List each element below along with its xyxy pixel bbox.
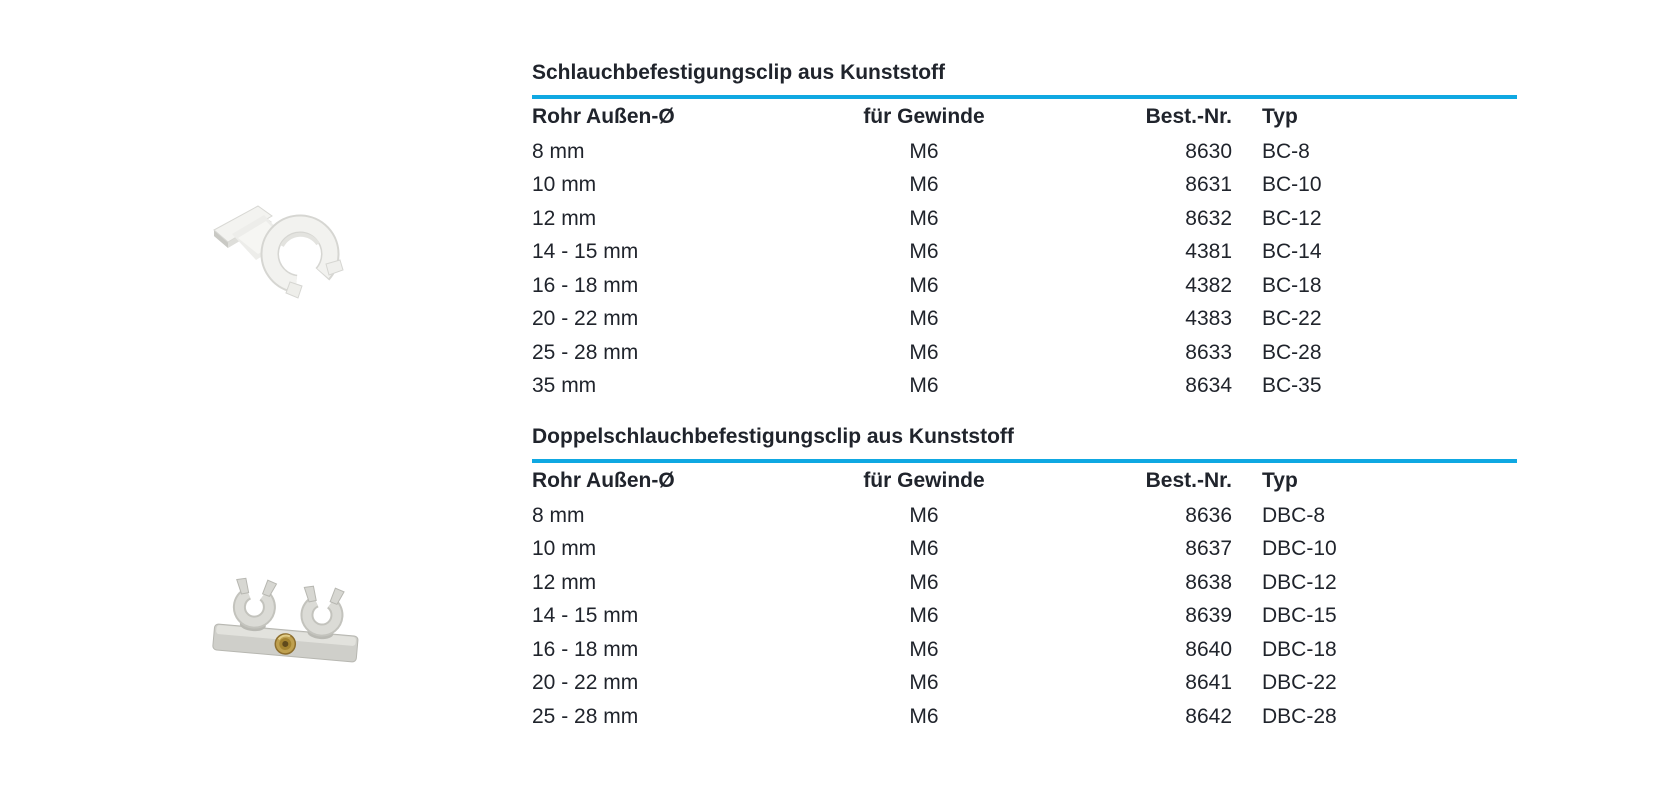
section-title: Doppelschlauchbefestigungsclip aus Kunst…	[532, 424, 1517, 463]
cell-type: BC-10	[1262, 173, 1322, 197]
column-header-outer-diameter: Rohr Außen-Ø	[532, 105, 675, 128]
cell-order-number: 4382	[1185, 273, 1232, 297]
column-header-outer-diameter: Rohr Außen-Ø	[532, 469, 675, 492]
cell-thread: M6	[909, 374, 939, 398]
cell-order-number: 8640	[1185, 637, 1232, 661]
cell-order-number: 8631	[1185, 173, 1232, 197]
cell-outer-diameter: 10 mm	[532, 173, 597, 197]
cell-type: DBC-22	[1262, 671, 1337, 695]
cell-type: DBC-18	[1262, 637, 1337, 661]
cell-outer-diameter: 12 mm	[532, 206, 597, 230]
cell-order-number: 8632	[1185, 206, 1232, 230]
cell-order-number: 8630	[1185, 139, 1232, 163]
cell-order-number: 8639	[1185, 604, 1232, 628]
table-row: 10 mm M6 8631 BC-10	[532, 169, 1517, 203]
table-row: 14 - 15 mm M6 8639 DBC-15	[532, 600, 1517, 634]
cell-type: BC-14	[1262, 240, 1322, 264]
cell-order-number: 8633	[1185, 340, 1232, 364]
cell-outer-diameter: 12 mm	[532, 570, 597, 594]
double-hose-clip-illustration	[212, 577, 359, 663]
cell-outer-diameter: 8 mm	[532, 139, 585, 163]
cell-outer-diameter: 10 mm	[532, 537, 597, 561]
column-header-order-number: Best.-Nr.	[1145, 105, 1232, 128]
table-row: 35 mm M6 8634 BC-35	[532, 370, 1517, 404]
cell-type: DBC-15	[1262, 604, 1337, 628]
section-title: Schlauchbefestigungsclip aus Kunststoff	[532, 60, 1517, 99]
cell-thread: M6	[909, 340, 939, 364]
table-row: 8 mm M6 8630 BC-8	[532, 135, 1517, 169]
table-header-row: Rohr Außen-Ø für Gewinde Best.-Nr. Typ	[532, 99, 1517, 135]
cell-outer-diameter: 20 - 22 mm	[532, 307, 639, 331]
table-row: 8 mm M6 8636 DBC-8	[532, 499, 1517, 533]
cell-order-number: 4381	[1185, 240, 1232, 264]
cell-type: BC-12	[1262, 206, 1322, 230]
section-double-clip: Doppelschlauchbefestigungsclip aus Kunst…	[532, 424, 1517, 734]
cell-thread: M6	[909, 671, 939, 695]
table-row: 20 - 22 mm M6 4383 BC-22	[532, 303, 1517, 337]
cell-thread: M6	[909, 173, 939, 197]
cell-thread: M6	[909, 637, 939, 661]
cell-order-number: 8641	[1185, 671, 1232, 695]
cell-type: BC-22	[1262, 307, 1322, 331]
cell-thread: M6	[909, 704, 939, 728]
table-header-row: Rohr Außen-Ø für Gewinde Best.-Nr. Typ	[532, 463, 1517, 499]
cell-type: BC-8	[1262, 139, 1310, 163]
cell-outer-diameter: 25 - 28 mm	[532, 704, 639, 728]
column-header-order-number: Best.-Nr.	[1145, 469, 1232, 492]
table-row: 12 mm M6 8638 DBC-12	[532, 566, 1517, 600]
cell-outer-diameter: 8 mm	[532, 503, 585, 527]
cell-thread: M6	[909, 206, 939, 230]
table-row: 14 - 15 mm M6 4381 BC-14	[532, 236, 1517, 270]
cell-type: BC-35	[1262, 374, 1322, 398]
cell-type: DBC-10	[1262, 537, 1337, 561]
column-header-type: Typ	[1262, 469, 1298, 492]
cell-outer-diameter: 16 - 18 mm	[532, 637, 639, 661]
cell-outer-diameter: 14 - 15 mm	[532, 604, 639, 628]
cell-type: DBC-8	[1262, 503, 1326, 527]
table-row: 16 - 18 mm M6 4382 BC-18	[532, 269, 1517, 303]
cell-thread: M6	[909, 604, 939, 628]
cell-thread: M6	[909, 307, 939, 331]
table-row: 16 - 18 mm M6 8640 DBC-18	[532, 633, 1517, 667]
table-row: 20 - 22 mm M6 8641 DBC-22	[532, 667, 1517, 701]
column-header-thread: für Gewinde	[863, 469, 985, 492]
cell-thread: M6	[909, 570, 939, 594]
cell-type: BC-18	[1262, 273, 1322, 297]
cell-thread: M6	[909, 503, 939, 527]
section-single-clip: Schlauchbefestigungsclip aus Kunststoff …	[532, 60, 1517, 403]
product-photo-double-clip	[208, 556, 364, 678]
cell-order-number: 8638	[1185, 570, 1232, 594]
table-row: 25 - 28 mm M6 8633 BC-28	[532, 336, 1517, 370]
column-header-thread: für Gewinde	[863, 105, 985, 128]
single-hose-clip-illustration	[213, 205, 344, 299]
cell-thread: M6	[909, 139, 939, 163]
column-header-type: Typ	[1262, 105, 1298, 128]
table-row: 25 - 28 mm M6 8642 DBC-28	[532, 700, 1517, 734]
cell-thread: M6	[909, 537, 939, 561]
cell-type: BC-28	[1262, 340, 1322, 364]
cell-outer-diameter: 35 mm	[532, 374, 597, 398]
cell-outer-diameter: 20 - 22 mm	[532, 671, 639, 695]
table-body: 8 mm M6 8636 DBC-8 10 mm M6 8637 DBC-10 12 mm M6 8…	[532, 499, 1517, 734]
cell-type: DBC-28	[1262, 704, 1337, 728]
cell-outer-diameter: 16 - 18 mm	[532, 273, 639, 297]
product-photo-single-clip	[206, 186, 358, 314]
cell-order-number: 8642	[1185, 704, 1232, 728]
cell-order-number: 8634	[1185, 374, 1232, 398]
cell-order-number: 4383	[1185, 307, 1232, 331]
cell-outer-diameter: 14 - 15 mm	[532, 240, 639, 264]
cell-order-number: 8636	[1185, 503, 1232, 527]
table-row: 12 mm M6 8632 BC-12	[532, 202, 1517, 236]
table-row: 10 mm M6 8637 DBC-10	[532, 533, 1517, 567]
cell-type: DBC-12	[1262, 570, 1337, 594]
cell-thread: M6	[909, 273, 939, 297]
cell-outer-diameter: 25 - 28 mm	[532, 340, 639, 364]
cell-order-number: 8637	[1185, 537, 1232, 561]
cell-thread: M6	[909, 240, 939, 264]
table-body: 8 mm M6 8630 BC-8 10 mm M6 8631 BC-10 12 mm M6 863…	[532, 135, 1517, 403]
